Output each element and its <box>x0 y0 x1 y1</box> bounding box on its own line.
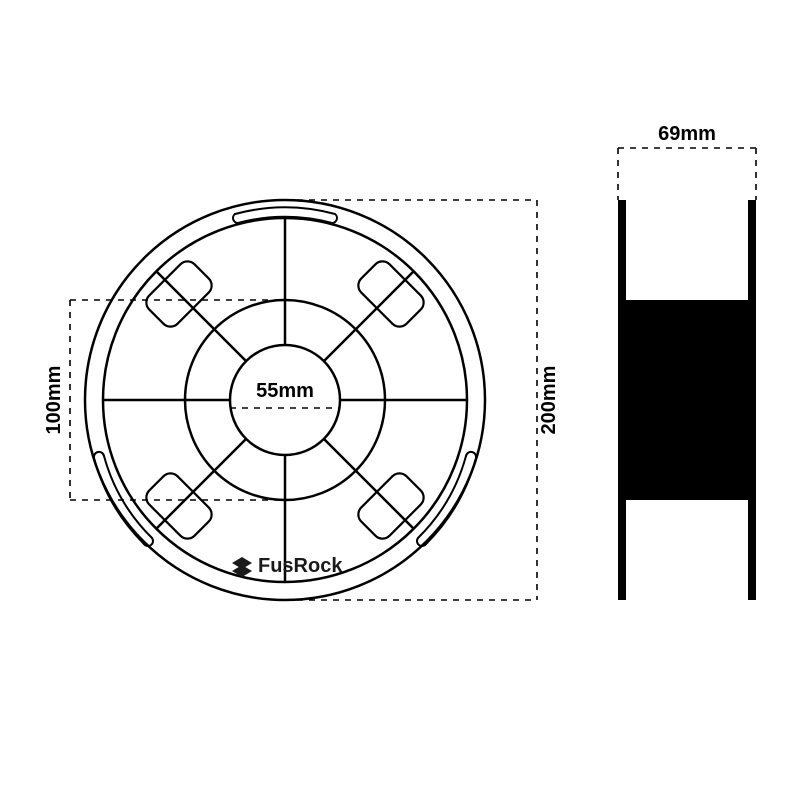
diagram-svg: 55mm FusRock 100mm 200mm 69mm <box>0 0 800 800</box>
side-view <box>618 200 756 600</box>
front-view: 55mm FusRock <box>85 200 485 600</box>
width-dimension-lines <box>618 148 756 200</box>
outer-dim-label: 200mm <box>538 366 560 435</box>
brand: FusRock <box>232 555 343 577</box>
brand-text: FusRock <box>258 555 343 577</box>
mid-dim-label: 100mm <box>43 366 65 435</box>
hub-dim-label: 55mm <box>256 380 314 402</box>
spool-dimension-diagram: 55mm FusRock 100mm 200mm 69mm <box>0 0 800 800</box>
width-dim-label: 69mm <box>658 123 716 145</box>
